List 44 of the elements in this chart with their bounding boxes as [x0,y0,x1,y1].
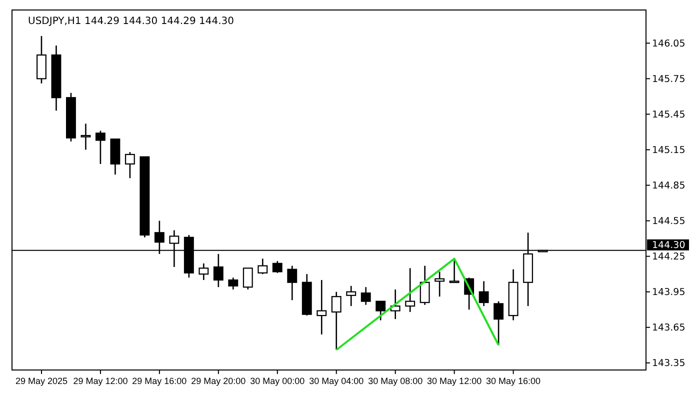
candlestick [95,130,106,165]
y-tick-label: 145.15 [652,145,686,156]
candlestick [390,288,400,320]
y-tick-label: 146.05 [652,38,686,50]
candlestick [287,265,298,301]
y-tick-label: 143.65 [652,322,686,334]
x-tick-label: 30 May 08:00 [368,376,423,386]
candlestick [272,260,282,274]
x-tick-label: 30 May 12:00 [427,376,482,386]
candlestick [258,258,268,275]
candlestick [494,300,504,346]
candlestick [331,291,342,351]
y-tick-label: 145.45 [652,110,686,121]
candlestick [80,123,91,150]
y-tick-label: 145.75 [652,74,686,86]
text: USDJPY,H1 144.29 144.30 144.29 144.30 [28,16,234,27]
y-tick-label: 144.55 [652,216,686,228]
candlestick [242,268,253,290]
y-tick-label: 144.25 [652,252,686,263]
candlestick [124,151,135,179]
candlestick [228,276,238,290]
candlestick [360,286,371,306]
candlestick [346,285,356,307]
ref-line-label: 144.30 [652,240,686,252]
x-tick-label: 29 May 16:00 [132,376,187,386]
candlestick [478,280,489,307]
x-tick-label: 29 May 2025 [15,376,68,386]
candlestick [36,35,46,84]
candlestick [449,258,460,284]
x-tick-label: 29 May 12:00 [73,376,128,386]
candlestick [405,268,416,313]
x-tick-label: 30 May 16:00 [486,376,541,386]
y-tick-label: 143.95 [652,287,686,298]
x-tick-label: 30 May 04:00 [309,376,364,386]
y-tick-label: 143.35 [652,358,686,370]
x-tick-label: 30 May 00:00 [250,376,305,386]
y-tick-label: 144.85 [652,180,686,192]
candlestick [198,262,209,281]
candlestick [316,279,327,336]
candlestick [213,253,224,288]
candlestick [434,271,445,298]
candlestick [420,265,430,306]
x-tick-label: 29 May 20:00 [191,376,246,386]
candlestick [376,300,386,321]
